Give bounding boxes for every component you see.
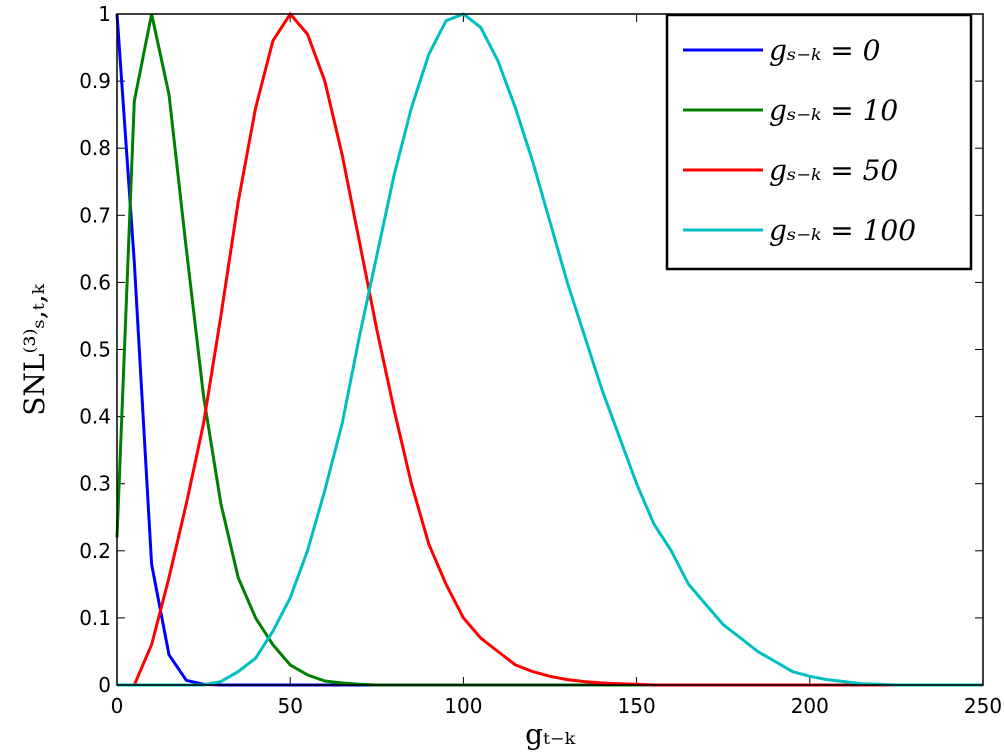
x-axis-label: gₜ₋ₖ <box>525 718 576 751</box>
y-tick-label: 0.2 <box>79 539 111 563</box>
legend-box <box>665 13 973 271</box>
legend-label: gₛ₋ₖ = 10 <box>769 94 898 127</box>
y-tick-label: 0.1 <box>79 606 111 630</box>
legend-label: gₛ₋ₖ = 50 <box>769 154 898 187</box>
y-tick-label: 0.5 <box>79 338 111 362</box>
plot-frame <box>116 13 984 686</box>
x-tick-label: 100 <box>444 694 482 718</box>
y-tick-label: 0.8 <box>79 136 111 160</box>
y-tick-label: 1 <box>98 2 111 26</box>
y-tick-label: 0.4 <box>79 405 111 429</box>
x-tick-label: 200 <box>791 694 829 718</box>
y-tick-label: 0.6 <box>79 270 111 294</box>
line-series <box>117 12 983 687</box>
x-tick-label: 50 <box>277 694 302 718</box>
legend-label: gₛ₋ₖ = 100 <box>769 214 916 247</box>
x-tick-label: 0 <box>111 694 124 718</box>
y-tick-label: 0.9 <box>79 69 111 93</box>
y-tick-label: 0.7 <box>79 203 111 227</box>
legend-label: gₛ₋ₖ = 0 <box>769 34 880 67</box>
x-tick-label: 250 <box>964 694 1002 718</box>
y-tick-label: 0 <box>98 673 111 697</box>
x-tick-label: 150 <box>618 694 656 718</box>
y-tick-label: 0.3 <box>79 472 111 496</box>
y-axis-label: SNL⁽³⁾ₛ,ₜ,ₖ <box>18 283 51 415</box>
